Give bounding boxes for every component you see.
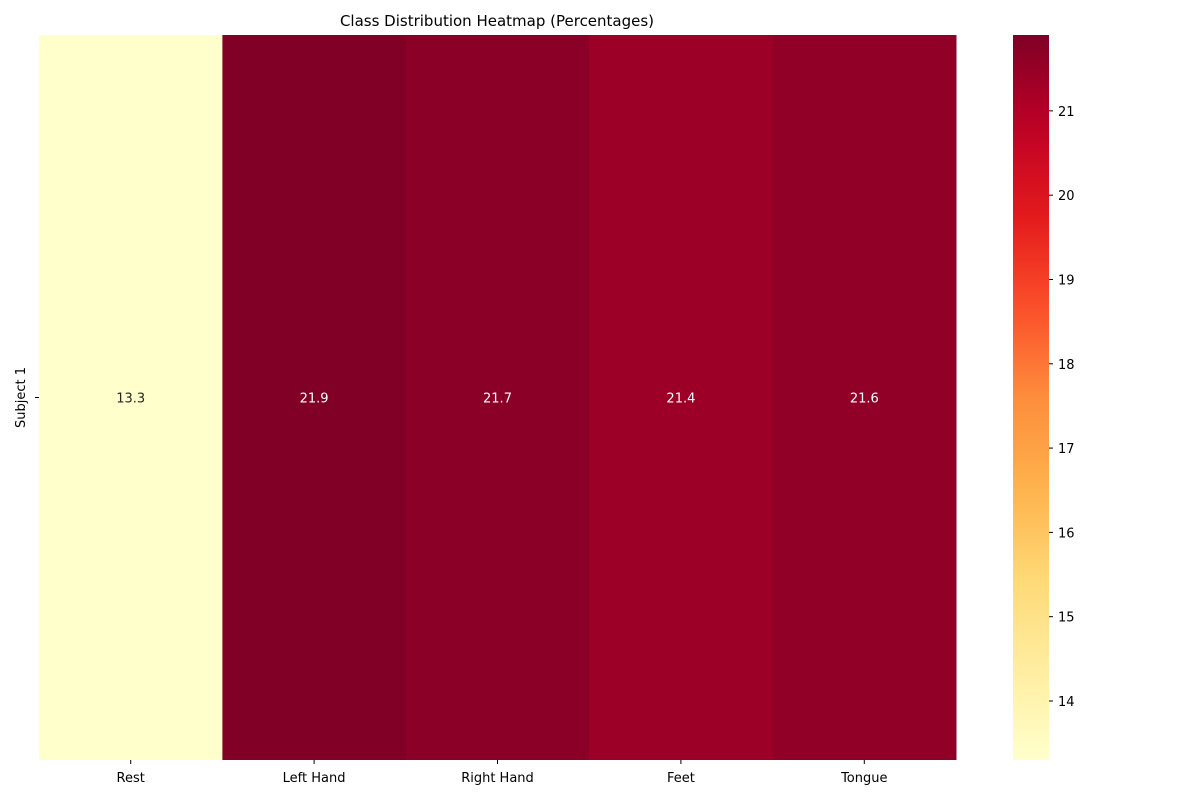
heatmap-cell-subject-1-rest xyxy=(39,35,223,760)
heatmap-cells xyxy=(39,35,957,760)
cell-value-label: 21.9 xyxy=(300,392,329,407)
cell-value-label: 13.3 xyxy=(116,392,145,407)
y-axis: Subject 1 xyxy=(14,367,39,428)
colorbar-tick-label: 16 xyxy=(1058,526,1075,541)
colorbar-tick-label: 17 xyxy=(1058,442,1075,457)
heatmap-cell-subject-1-right-hand xyxy=(405,35,590,760)
colorbar-tick-label: 18 xyxy=(1058,358,1075,373)
x-tick-label: Rest xyxy=(117,771,145,786)
heatmap-cell-subject-1-left-hand xyxy=(222,35,407,760)
colorbar-tick-label: 14 xyxy=(1058,695,1075,710)
x-tick-label: Left Hand xyxy=(283,771,346,786)
colorbar: 14 15 16 17 18 19 20 21 xyxy=(1013,35,1075,760)
x-axis: Rest Left Hand Right Hand Feet Tongue xyxy=(117,760,888,786)
x-tick-label: Tongue xyxy=(840,771,887,786)
x-tick-label: Feet xyxy=(667,771,695,786)
cell-value-label: 21.4 xyxy=(666,392,695,407)
colorbar-tick-label: 20 xyxy=(1058,189,1075,204)
colorbar-tick-label: 19 xyxy=(1058,273,1075,288)
chart-title: Class Distribution Heatmap (Percentages) xyxy=(340,12,654,30)
cell-value-label: 21.7 xyxy=(483,392,512,407)
colorbar-tick-label: 21 xyxy=(1058,105,1075,120)
y-tick-label: Subject 1 xyxy=(14,367,29,428)
heatmap-cell-subject-1-tongue xyxy=(772,35,957,760)
x-tick-label: Right Hand xyxy=(461,771,534,786)
heatmap-cell-labels: 13.3 21.9 21.7 21.4 21.6 xyxy=(116,392,879,407)
heatmap-cell-subject-1-feet xyxy=(589,35,774,760)
colorbar-tick-label: 15 xyxy=(1058,611,1075,626)
colorbar-bar xyxy=(1013,35,1049,760)
cell-value-label: 21.6 xyxy=(850,392,879,407)
